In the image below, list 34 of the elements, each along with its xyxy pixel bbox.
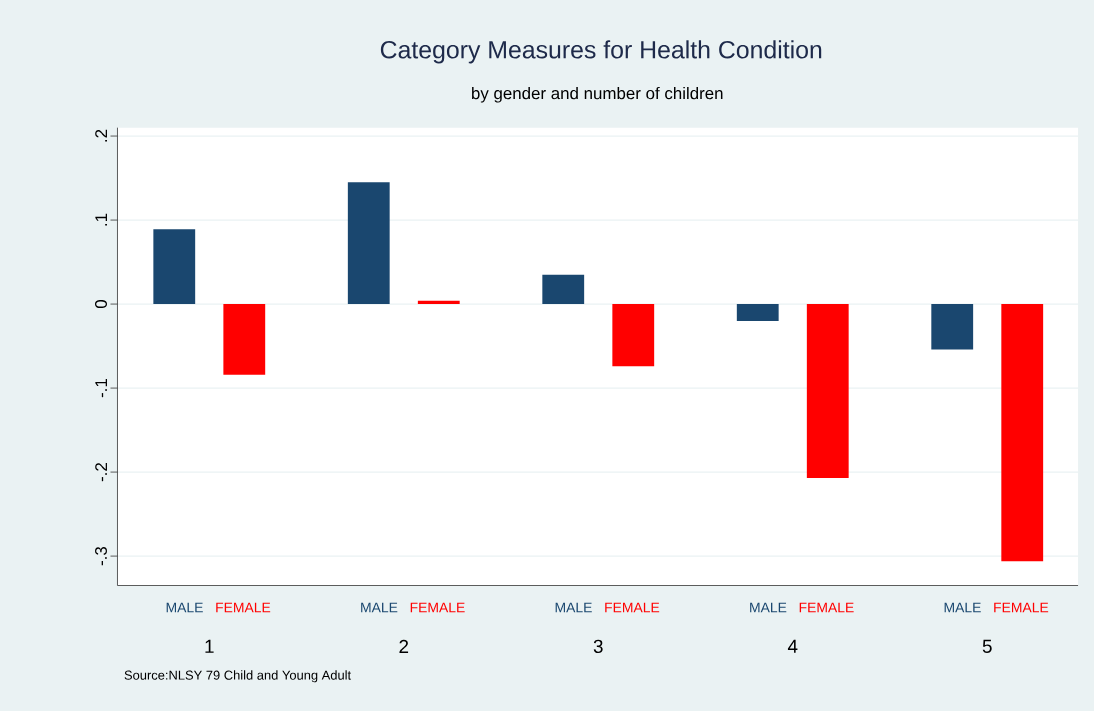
source-note: Source:NLSY 79 Child and Young Adult: [124, 670, 352, 683]
text: FEMALE: [799, 602, 854, 613]
x-tick-label: 1: [205, 639, 214, 653]
bar: [806, 303, 849, 478]
y-tick-label: -.2: [95, 462, 107, 482]
bar: [347, 182, 390, 304]
bar: [417, 300, 460, 304]
x-tick-label: 3: [593, 639, 603, 653]
bar: [223, 303, 266, 375]
bar: [1001, 303, 1044, 562]
y-tick-label: -.3: [95, 546, 107, 566]
y-tick-label: .1: [95, 213, 107, 226]
text: FEMALE: [994, 602, 1049, 613]
text: FEMALE: [605, 602, 660, 613]
x-tick-label: 4: [787, 639, 798, 653]
text: MALE: [750, 602, 787, 613]
text: MALE: [944, 602, 981, 613]
y-tick-label: 0: [95, 299, 107, 309]
text: MALE: [361, 602, 398, 613]
x-tick-label: 2: [399, 639, 409, 653]
bar: [931, 303, 974, 350]
chart-title: Category Measures for Health Condition: [380, 40, 822, 64]
chart-subtitle: by gender and number of children: [472, 86, 723, 103]
text: FEMALE: [216, 602, 271, 613]
text: MALE: [555, 602, 592, 613]
x-tick-label: 5: [982, 639, 992, 653]
y-tick-label: .2: [95, 129, 107, 142]
bar: [153, 229, 196, 304]
y-tick-label: -.1: [95, 378, 107, 398]
text: MALE: [166, 602, 203, 613]
bar: [736, 303, 779, 321]
bar: [612, 303, 655, 367]
bar: [542, 274, 585, 304]
text: FEMALE: [410, 602, 465, 613]
